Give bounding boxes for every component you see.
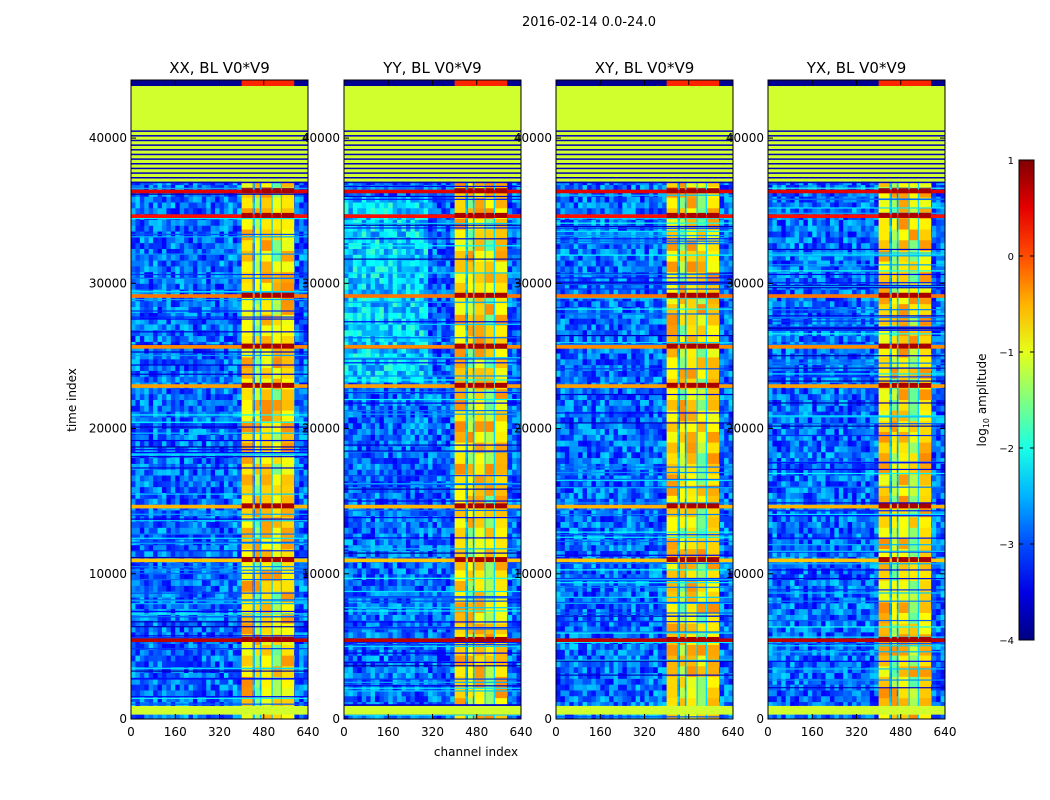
x-tick-label: 160 bbox=[801, 725, 824, 739]
y-tick-label: 40000 bbox=[726, 131, 764, 145]
x-tick-label: 160 bbox=[164, 725, 187, 739]
x-tick-label: 0 bbox=[127, 725, 135, 739]
x-tick-label: 640 bbox=[934, 725, 957, 739]
colorbar-label-suffix: amplitude bbox=[975, 354, 989, 418]
y-tick-label: 10000 bbox=[726, 567, 764, 581]
y-tick-label: 0 bbox=[544, 712, 552, 726]
colorbar-label-log: log bbox=[975, 428, 989, 446]
figure-suptitle: 2016-02-14 0.0-24.0 bbox=[522, 15, 656, 30]
x-tick-label: 0 bbox=[764, 725, 772, 739]
y-tick-label: 20000 bbox=[514, 422, 552, 436]
y-tick-label: 30000 bbox=[89, 276, 127, 290]
y-tick-label: 20000 bbox=[89, 422, 127, 436]
x-tick-label: 480 bbox=[889, 725, 912, 739]
y-tick-label: 20000 bbox=[726, 422, 764, 436]
panel-3: XY, BL V0*V9 0 160 320 480 640 0 10000 20000 3000… bbox=[514, 59, 745, 739]
y-tick-label: 20000 bbox=[302, 422, 340, 436]
panels-group: XX, BL V0*V9 0 160 320 480 640 0 10000 20000 3000… bbox=[89, 59, 957, 739]
panel-title: XX, BL V0*V9 bbox=[169, 59, 270, 77]
colorbar-label-sub: 10 bbox=[982, 418, 991, 428]
x-tick-label: 640 bbox=[510, 725, 533, 739]
y-tick-label: 40000 bbox=[302, 131, 340, 145]
x-tick-label: 480 bbox=[465, 725, 488, 739]
colorbar-tick-label: −4 bbox=[999, 636, 1014, 647]
colorbar-gradient bbox=[1018, 159, 1035, 641]
y-tick-label: 10000 bbox=[514, 567, 552, 581]
x-tick-label: 320 bbox=[633, 725, 656, 739]
panel-1: XX, BL V0*V9 0 160 320 480 640 0 10000 20000 3000… bbox=[89, 59, 320, 739]
colorbar-label: log10 amplitude bbox=[975, 354, 991, 447]
y-tick-label: 0 bbox=[756, 712, 764, 726]
x-tick-label: 0 bbox=[552, 725, 560, 739]
y-tick-label: 0 bbox=[332, 712, 340, 726]
y-tick-label: 30000 bbox=[302, 276, 340, 290]
panel-4: YX, BL V0*V9 0 160 320 480 640 0 10000 20000 3000… bbox=[726, 59, 957, 739]
y-tick-label: 40000 bbox=[514, 131, 552, 145]
panel-title: YX, BL V0*V9 bbox=[806, 59, 907, 77]
x-axis-label: channel index bbox=[434, 745, 518, 759]
panel-2: YY, BL V0*V9 0 160 320 480 640 0 10000 20000 3000… bbox=[302, 59, 533, 739]
y-tick-label: 30000 bbox=[514, 276, 552, 290]
colorbar-tick-label: 0 bbox=[1008, 252, 1014, 263]
panel-title: YY, BL V0*V9 bbox=[382, 59, 481, 77]
x-tick-label: 160 bbox=[589, 725, 612, 739]
x-tick-label: 640 bbox=[297, 725, 320, 739]
colorbar-tick-label: 1 bbox=[1008, 156, 1014, 167]
y-tick-label: 10000 bbox=[302, 567, 340, 581]
y-tick-label: 0 bbox=[119, 712, 127, 726]
y-axis-label: time index bbox=[65, 368, 79, 432]
colorbar-tick-label: −2 bbox=[999, 444, 1014, 455]
x-tick-label: 480 bbox=[252, 725, 275, 739]
heatmap-image bbox=[556, 80, 733, 719]
x-tick-label: 640 bbox=[722, 725, 745, 739]
colorbar-tick-label: −3 bbox=[999, 540, 1014, 551]
x-tick-label: 0 bbox=[340, 725, 348, 739]
y-tick-label: 10000 bbox=[89, 567, 127, 581]
x-tick-label: 160 bbox=[377, 725, 400, 739]
colorbar-tick-label: −1 bbox=[999, 348, 1014, 359]
colorbar: −4 −3 −2 −1 0 1 bbox=[999, 156, 1035, 647]
panel-title: XY, BL V0*V9 bbox=[595, 59, 695, 77]
x-tick-label: 480 bbox=[677, 725, 700, 739]
x-tick-label: 320 bbox=[845, 725, 868, 739]
heatmap-image bbox=[344, 80, 521, 719]
y-tick-label: 40000 bbox=[89, 131, 127, 145]
x-tick-label: 320 bbox=[208, 725, 231, 739]
y-tick-label: 30000 bbox=[726, 276, 764, 290]
heatmap-image bbox=[768, 80, 945, 719]
x-tick-label: 320 bbox=[421, 725, 444, 739]
heatmap-image bbox=[131, 80, 308, 719]
